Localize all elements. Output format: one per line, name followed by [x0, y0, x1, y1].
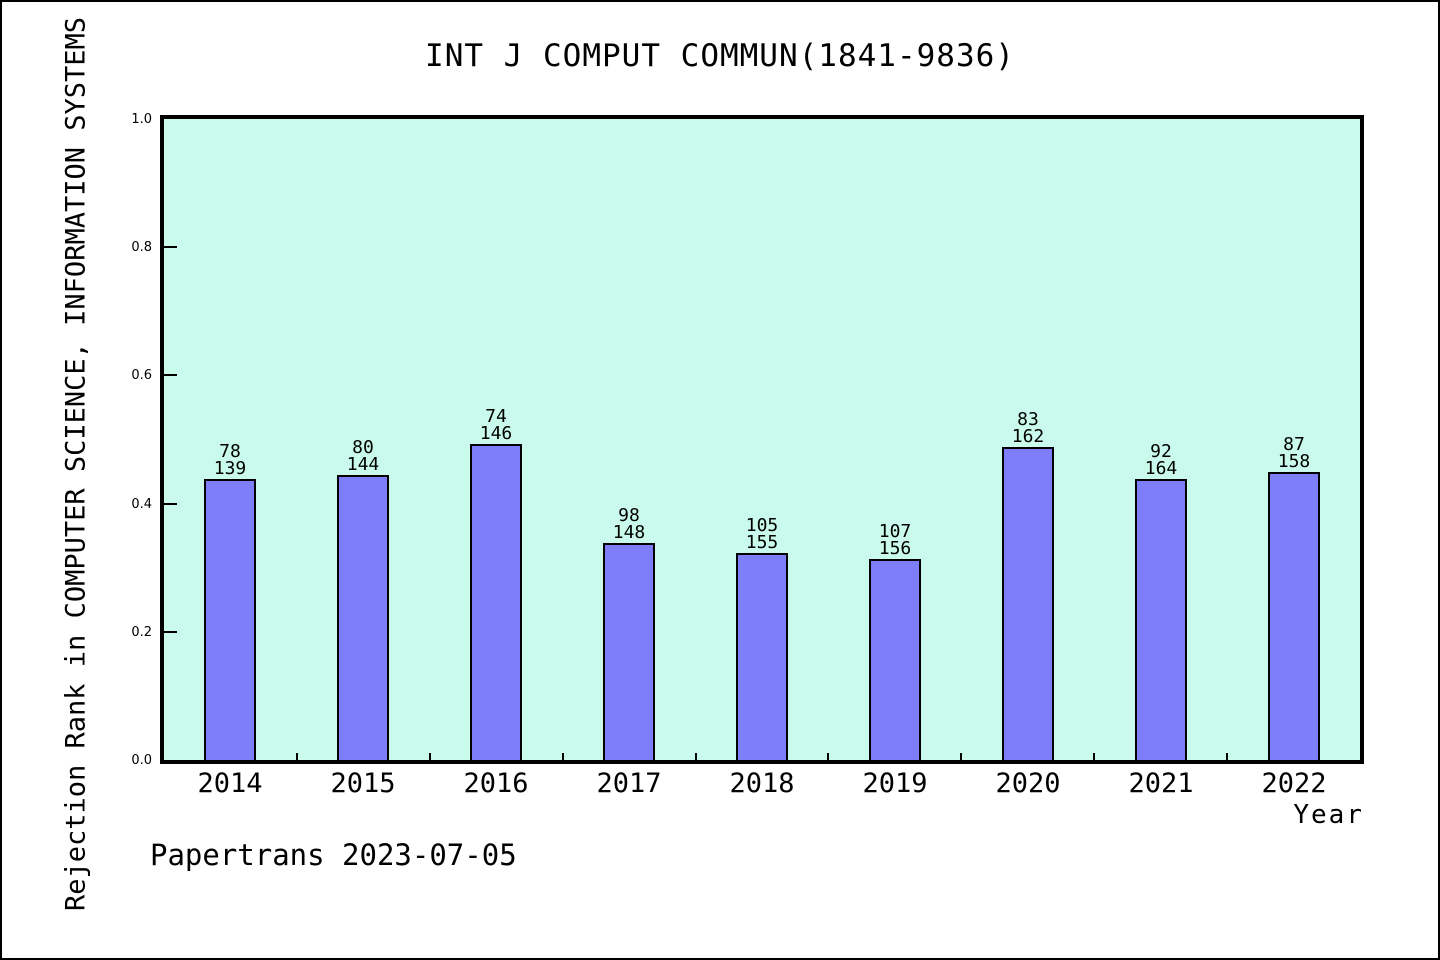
y-axis-tick-label: 1.0 [131, 112, 152, 127]
y-axis-tick-label: 0.0 [131, 753, 152, 768]
bar-total-value: 156 [878, 538, 912, 559]
x-axis-minor-tick [429, 753, 431, 760]
bar-rank-value: 105 [745, 515, 779, 536]
x-axis-tick-label: 2021 [1128, 768, 1194, 799]
x-axis-minor-tick [562, 753, 564, 760]
y-axis-label: Rejection Rank in COMPUTER SCIENCE, INFO… [60, 16, 92, 912]
x-axis-tick-label: 2018 [729, 768, 795, 799]
chart-title: INT J COMPUT COMMUN(1841-9836) [425, 38, 1015, 74]
bar [1268, 472, 1320, 760]
y-axis-tick-label: 0.4 [131, 496, 152, 512]
y-axis-tick [164, 246, 177, 249]
bar-value-label: 98 148 [569, 505, 689, 543]
bar-value-label: 105 155 [702, 515, 822, 553]
x-axis-tick-label: 2014 [197, 768, 263, 799]
bar-rank-value: 78 [219, 441, 241, 462]
bar-total-value: 144 [346, 454, 380, 475]
bar-total-value: 162 [1011, 426, 1045, 447]
bar [603, 543, 655, 760]
plot-area: 78 139 80 144 74 146 98 148 105 155 107 156 83 162 92 1… [160, 115, 1364, 764]
bar [1002, 447, 1054, 760]
bar-total-value: 164 [1144, 458, 1178, 479]
bar-total-value: 158 [1277, 451, 1311, 472]
bar-rank-value: 80 [352, 437, 374, 458]
x-axis-minor-tick [827, 753, 829, 760]
bar-value-label: 107 156 [835, 521, 955, 559]
bar-value-label: 74 146 [436, 406, 556, 444]
x-axis-title: Year [1293, 800, 1364, 830]
bar-total-value: 155 [745, 532, 779, 553]
bar-rank-value: 107 [878, 521, 912, 542]
bar [869, 559, 921, 760]
bar-total-value: 139 [213, 458, 247, 479]
x-axis-tick-label: 2017 [596, 768, 662, 799]
bar-rank-value: 74 [485, 406, 507, 427]
x-axis-minor-tick [296, 753, 298, 760]
bar-rank-value: 92 [1150, 441, 1172, 462]
bar [1135, 479, 1187, 760]
y-axis-tick [164, 374, 177, 377]
watermark-text: Papertrans 2023-07-05 [150, 838, 517, 872]
y-axis-tick [164, 630, 177, 633]
bar-value-label: 87 158 [1234, 434, 1354, 472]
y-axis-tick-label: 0.8 [131, 240, 152, 256]
bar-value-label: 78 139 [170, 441, 290, 479]
x-axis-tick-label: 2016 [463, 768, 529, 799]
bar-value-label: 83 162 [968, 409, 1088, 447]
bar-value-label: 92 164 [1101, 441, 1221, 479]
x-axis-tick-label: 2019 [862, 768, 928, 799]
bar [736, 553, 788, 760]
bar-rank-value: 87 [1283, 434, 1305, 455]
x-axis-tick-label: 2022 [1261, 768, 1327, 799]
bar-rank-value: 98 [618, 505, 640, 526]
x-axis-tick-label: 2015 [330, 768, 396, 799]
bar-value-label: 80 144 [303, 437, 423, 475]
y-axis-tick-label: 0.2 [131, 624, 152, 640]
bar [470, 444, 522, 760]
bar [337, 475, 389, 760]
x-axis-minor-tick [1226, 753, 1228, 760]
bar-rank-value: 83 [1017, 409, 1039, 430]
bar [204, 479, 256, 760]
y-axis-tick [164, 502, 177, 505]
x-axis-tick-label: 2020 [995, 768, 1061, 799]
x-axis-minor-tick [695, 753, 697, 760]
x-axis-minor-tick [1093, 753, 1095, 760]
bar-total-value: 148 [612, 522, 646, 543]
x-axis-minor-tick [960, 753, 962, 760]
bar-total-value: 146 [479, 423, 513, 444]
y-axis-tick-label: 0.6 [131, 368, 152, 384]
